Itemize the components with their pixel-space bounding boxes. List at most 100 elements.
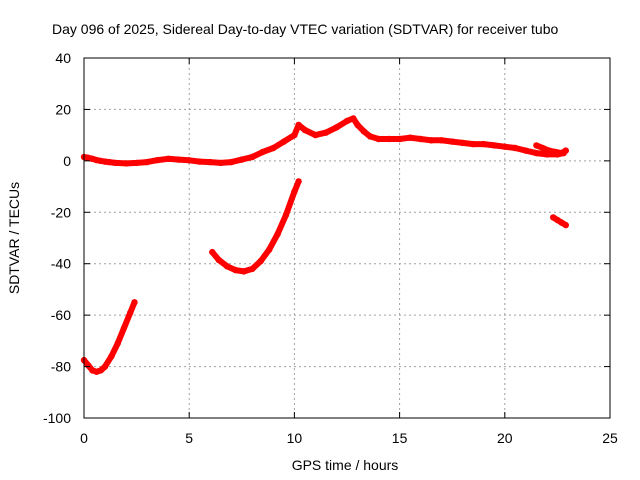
data-point	[207, 158, 214, 166]
data-point	[143, 158, 151, 166]
data-point	[385, 135, 393, 143]
data-point	[354, 121, 361, 129]
data-point	[295, 121, 302, 129]
data-point	[343, 117, 351, 125]
data-point	[186, 157, 193, 164]
data-point	[545, 147, 553, 154]
data-point	[301, 126, 309, 134]
data-point	[97, 367, 105, 374]
data-point	[280, 138, 288, 145]
data-point	[428, 137, 435, 144]
data-point	[131, 299, 138, 306]
chart-title: Day 096 of 2025, Sidereal Day-to-day VTE…	[52, 21, 559, 37]
data-point	[539, 144, 546, 152]
y-tick-label: 20	[55, 101, 71, 117]
data-point	[491, 142, 498, 149]
data-point	[350, 115, 357, 122]
series-late-drop	[550, 214, 569, 229]
series-line	[81, 299, 138, 375]
data-point	[259, 148, 266, 156]
data-point	[470, 140, 477, 148]
plot-frame	[83, 57, 611, 419]
data-point	[223, 263, 231, 270]
data-point	[282, 211, 290, 219]
y-tick-label: -40	[51, 256, 71, 272]
data-point	[114, 340, 121, 347]
y-axis-label: SDTVAR / TECUs	[6, 182, 22, 294]
data-point	[196, 158, 203, 165]
data-point	[333, 124, 340, 131]
data-point	[270, 144, 277, 152]
data-point	[217, 159, 224, 167]
data-point	[106, 158, 113, 166]
data-point	[522, 147, 529, 154]
y-tick-label: -100	[43, 410, 71, 426]
grid-lines	[84, 58, 610, 418]
data-point	[240, 268, 248, 275]
data-point	[360, 128, 367, 135]
data-point	[291, 188, 298, 195]
data-point	[232, 266, 239, 274]
data-point	[438, 137, 445, 144]
data-point	[562, 147, 569, 154]
y-tick-label: 40	[55, 50, 71, 66]
y-tick-label: -80	[51, 359, 71, 375]
data-point	[108, 353, 115, 360]
data-point	[133, 159, 140, 167]
data-point	[552, 148, 559, 156]
series-dip-1	[80, 299, 138, 375]
data-point	[101, 363, 109, 370]
series-late-upper	[533, 142, 569, 157]
data-point	[375, 135, 382, 143]
data-point	[322, 129, 330, 136]
y-tick-label: -60	[51, 307, 71, 323]
data-point	[501, 143, 508, 150]
data-point	[85, 362, 92, 369]
data-point	[154, 156, 161, 164]
data-point	[449, 138, 456, 145]
data-point	[165, 155, 172, 162]
series-line	[209, 178, 302, 275]
data-point	[480, 140, 487, 148]
data-point	[228, 158, 235, 166]
data-point	[249, 265, 256, 273]
data-point	[366, 133, 374, 140]
data-point	[120, 324, 128, 332]
x-tick-label: 25	[602, 430, 618, 446]
data-point	[312, 131, 319, 139]
data-point	[295, 178, 302, 185]
x-tick-label: 20	[497, 430, 513, 446]
data-series	[80, 115, 569, 375]
data-point	[215, 256, 222, 264]
data-point	[257, 257, 264, 265]
data-point	[127, 309, 134, 316]
series-main	[80, 115, 567, 167]
y-tick-label: -20	[51, 204, 71, 220]
x-axis-label: GPS time / hours	[292, 457, 399, 473]
data-point	[396, 135, 403, 143]
x-tick-label: 5	[185, 430, 193, 446]
series-dip-2	[209, 178, 302, 275]
y-tick-label: 0	[63, 153, 71, 169]
x-tick-label: 15	[392, 430, 408, 446]
x-tick-label: 10	[287, 430, 303, 446]
data-point	[291, 131, 298, 139]
x-tick-label: 0	[80, 430, 88, 446]
data-point	[175, 156, 182, 163]
data-point	[209, 248, 216, 256]
data-point	[562, 221, 569, 229]
data-point	[459, 139, 466, 147]
series-line	[81, 115, 567, 167]
data-point	[274, 230, 281, 238]
data-point	[512, 144, 519, 152]
data-point	[533, 149, 540, 157]
data-point	[112, 159, 119, 167]
data-point	[417, 135, 424, 143]
axis-ticks: 0 5 10 15 20 25 -100 -80 -60 -40 -20 0 20 40	[43, 50, 618, 446]
data-point	[406, 134, 414, 141]
data-point	[266, 246, 273, 253]
data-point	[249, 153, 256, 161]
data-point	[238, 156, 245, 163]
data-point	[122, 160, 130, 167]
